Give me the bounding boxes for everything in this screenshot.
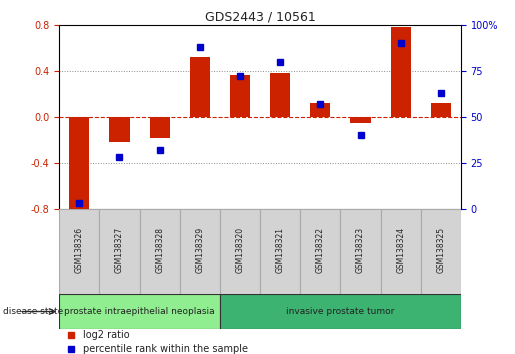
- Text: GSM138329: GSM138329: [195, 227, 204, 273]
- Bar: [59, 209, 99, 294]
- Bar: [340, 209, 381, 294]
- Bar: [190, 57, 210, 117]
- Bar: [69, 117, 89, 212]
- Bar: [300, 209, 340, 294]
- Text: GSM138321: GSM138321: [276, 227, 285, 273]
- Text: GSM138328: GSM138328: [155, 227, 164, 273]
- Bar: [260, 209, 300, 294]
- Title: GDS2443 / 10561: GDS2443 / 10561: [204, 11, 316, 24]
- Text: invasive prostate tumor: invasive prostate tumor: [286, 307, 394, 316]
- Text: GSM138327: GSM138327: [115, 227, 124, 273]
- Bar: [109, 117, 129, 142]
- Text: GSM138325: GSM138325: [436, 227, 445, 273]
- Text: disease state: disease state: [3, 307, 63, 316]
- Text: GSM138326: GSM138326: [75, 227, 84, 273]
- Bar: [421, 209, 461, 294]
- Bar: [59, 294, 220, 329]
- Bar: [390, 27, 410, 117]
- Bar: [99, 209, 140, 294]
- Text: GSM138324: GSM138324: [396, 227, 405, 273]
- Text: percentile rank within the sample: percentile rank within the sample: [83, 344, 248, 354]
- Bar: [431, 103, 451, 117]
- Bar: [381, 209, 421, 294]
- Bar: [149, 117, 169, 138]
- Bar: [230, 75, 250, 117]
- Bar: [220, 209, 260, 294]
- Bar: [180, 209, 220, 294]
- Text: GSM138322: GSM138322: [316, 227, 325, 273]
- Text: log2 ratio: log2 ratio: [83, 330, 130, 341]
- Bar: [220, 294, 461, 329]
- Bar: [350, 117, 370, 122]
- Bar: [310, 103, 330, 117]
- Bar: [270, 73, 290, 117]
- Text: GSM138320: GSM138320: [235, 227, 245, 273]
- Text: GSM138323: GSM138323: [356, 227, 365, 273]
- Text: prostate intraepithelial neoplasia: prostate intraepithelial neoplasia: [64, 307, 215, 316]
- Bar: [140, 209, 180, 294]
